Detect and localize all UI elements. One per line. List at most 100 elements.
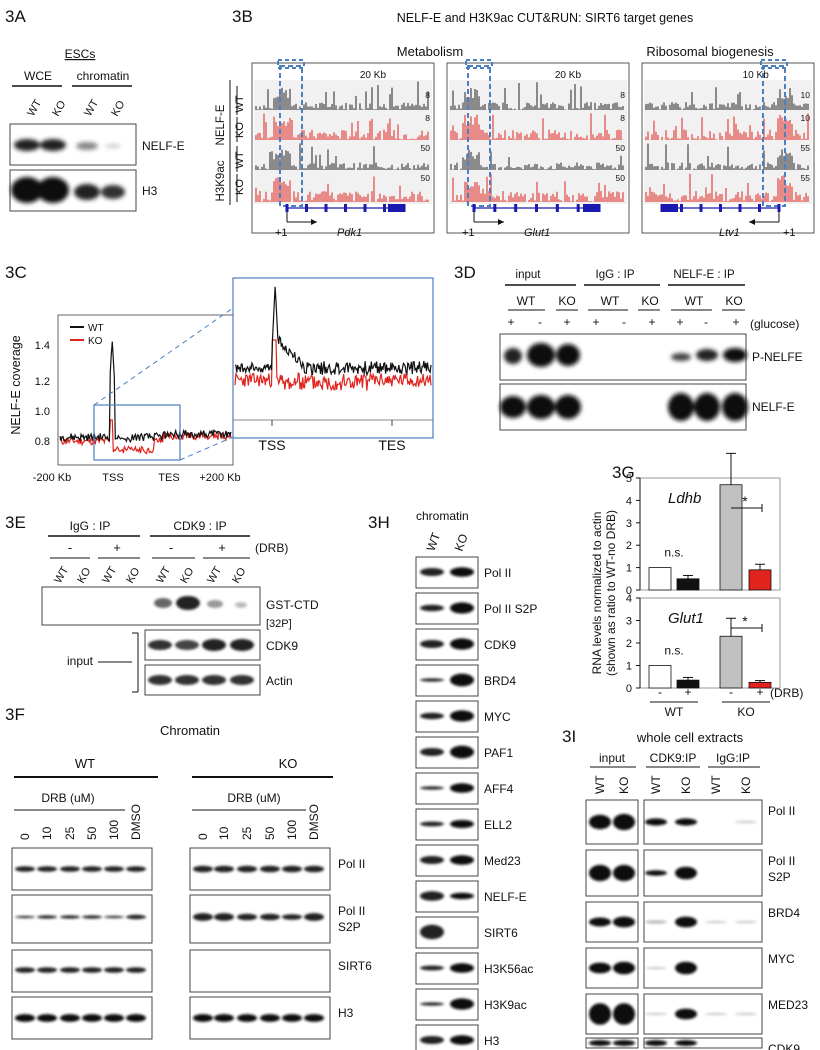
bands xyxy=(420,924,444,940)
band xyxy=(675,1040,697,1046)
track-ymax: 50 xyxy=(616,143,626,153)
tss-highlight-box xyxy=(467,65,491,207)
band xyxy=(420,712,444,720)
band xyxy=(450,998,474,1010)
bar-charts-g: 5 4 3 2 1 0 Ldhb n.s. * 4 3 2 1 0 Glut1 n.s. * xyxy=(626,452,781,695)
row-group-h3k9ac: H3K9ac xyxy=(215,160,227,201)
lane-e-3: WT xyxy=(100,564,119,585)
band xyxy=(193,913,213,921)
blot-f-wt-2 xyxy=(11,894,153,944)
band xyxy=(15,866,35,872)
scale-label: 10 Kb xyxy=(743,70,770,81)
lane-f-ko-2: 10 xyxy=(217,826,231,840)
lane-a-3: WT xyxy=(82,97,101,118)
blot-f-ko-3 xyxy=(189,949,331,993)
row-label-4: KO xyxy=(234,179,246,195)
scale-label: 20 Kb xyxy=(360,70,387,81)
tss-label: +1 xyxy=(783,227,796,239)
lane-f-wt-3: 25 xyxy=(63,826,77,840)
band xyxy=(675,818,697,826)
g-tick-label: 2 xyxy=(626,540,632,552)
coverage-track xyxy=(255,81,429,110)
coverage-track xyxy=(450,82,624,110)
band xyxy=(104,915,124,919)
track-ymax: 8 xyxy=(425,113,430,123)
zoom-inset-frame xyxy=(232,277,434,439)
band xyxy=(645,1013,667,1015)
band xyxy=(450,892,474,900)
lane-f-wt-4: 50 xyxy=(85,826,99,840)
g-bar xyxy=(719,484,743,591)
exon-end xyxy=(662,204,678,212)
lane-f-ko-4: 50 xyxy=(263,826,277,840)
blot-label-h: ELL2 xyxy=(484,818,512,832)
band xyxy=(82,866,102,872)
glc-d-4: + xyxy=(592,315,599,329)
band xyxy=(420,640,444,648)
blot-label-h: BRD4 xyxy=(484,674,516,688)
exon xyxy=(699,204,703,212)
band xyxy=(282,914,302,920)
coverage-track xyxy=(645,113,809,140)
panel-label-3b: 3B xyxy=(232,7,253,26)
gene-name: Pdk1 xyxy=(337,227,362,239)
band xyxy=(450,963,474,973)
band xyxy=(589,1040,611,1046)
drb-f-ko: DRB (uM) xyxy=(227,791,280,805)
row-group-nelfe: NELF-E xyxy=(215,104,227,145)
tss-label: +1 xyxy=(462,227,475,239)
lane-f-wt-1: 0 xyxy=(18,833,32,840)
blot-label-h: MYC xyxy=(484,710,511,724)
blot-label-e-cdk9: CDK9 xyxy=(266,639,298,653)
track-ymax: 50 xyxy=(421,173,431,183)
tss-box-top xyxy=(465,59,493,69)
drb-e-1: - xyxy=(68,540,72,555)
zoom-connector-bottom xyxy=(179,436,234,461)
exon xyxy=(472,204,476,212)
g-tick-label: 3 xyxy=(626,616,632,628)
panel-3i-title: whole cell extracts xyxy=(636,730,744,745)
bands xyxy=(589,1003,757,1025)
blot-label-h: H3K56ac xyxy=(484,962,533,976)
band xyxy=(60,967,80,973)
band xyxy=(735,921,757,923)
exon xyxy=(305,204,308,212)
metagene-plot-frame xyxy=(57,314,234,466)
group-f-ko: KO xyxy=(279,756,298,771)
band xyxy=(450,638,474,650)
drb-g-3: - xyxy=(729,685,733,699)
bands xyxy=(589,813,757,831)
blot-label-h: NELF-E xyxy=(484,890,527,904)
g-ns: n.s. xyxy=(664,643,683,657)
band xyxy=(282,865,302,873)
band xyxy=(260,1014,280,1022)
band xyxy=(82,1014,102,1022)
bands xyxy=(420,673,474,687)
zoom-region-box xyxy=(93,404,181,461)
metagene-line-wt xyxy=(59,341,232,444)
track-bg xyxy=(644,172,812,204)
g-tick-label: 2 xyxy=(626,638,632,650)
band xyxy=(237,865,257,873)
bands xyxy=(420,855,474,865)
glc-d-6: + xyxy=(648,315,655,329)
band xyxy=(589,917,611,927)
panel-3e: 3E IgG : IP CDK9 : IP - + - + (DRB) WT K… xyxy=(5,513,319,696)
band xyxy=(613,961,635,975)
group-d-input: input xyxy=(516,269,542,281)
band xyxy=(15,1014,35,1022)
panel-label-3f: 3F xyxy=(5,705,25,724)
panel-label-3i: 3I xyxy=(562,727,576,746)
blot-i-input-6 xyxy=(585,1037,639,1049)
band xyxy=(126,866,146,872)
band xyxy=(613,813,635,831)
bands xyxy=(420,891,474,901)
band xyxy=(214,1014,234,1022)
lane-e-1: WT xyxy=(52,564,71,585)
lane-labels-f: 0 10 25 50 100 DMSO 0 10 25 50 100 DMSO xyxy=(18,804,321,840)
band xyxy=(450,673,474,687)
blot-label-f: Pol II xyxy=(338,904,365,918)
lane-e-7: WT xyxy=(205,564,224,585)
geno-d-4: KO xyxy=(641,294,658,308)
